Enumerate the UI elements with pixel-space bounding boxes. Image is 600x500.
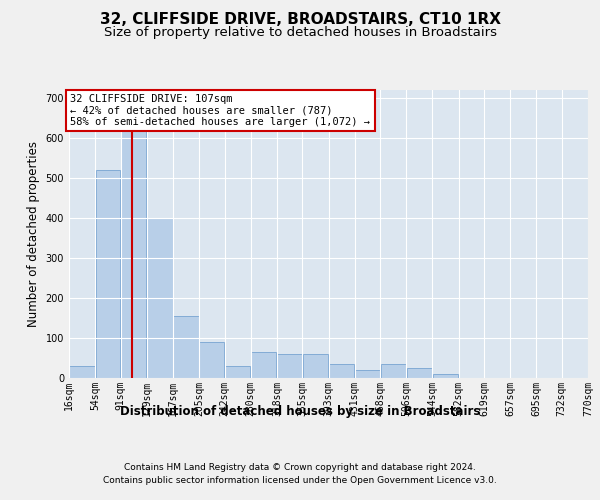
Bar bbox=[225, 366, 250, 378]
Bar bbox=[433, 374, 458, 378]
Bar bbox=[147, 218, 173, 378]
Y-axis label: Number of detached properties: Number of detached properties bbox=[27, 141, 40, 327]
Text: Contains HM Land Registry data © Crown copyright and database right 2024.: Contains HM Land Registry data © Crown c… bbox=[124, 462, 476, 471]
Bar bbox=[407, 368, 432, 378]
Bar bbox=[70, 366, 95, 378]
Text: Distribution of detached houses by size in Broadstairs: Distribution of detached houses by size … bbox=[120, 405, 480, 418]
Bar bbox=[199, 342, 224, 378]
Bar bbox=[380, 364, 406, 378]
Bar bbox=[121, 110, 146, 378]
Bar bbox=[277, 354, 302, 378]
Bar bbox=[173, 316, 199, 378]
Bar bbox=[329, 364, 354, 378]
Text: Contains public sector information licensed under the Open Government Licence v3: Contains public sector information licen… bbox=[103, 476, 497, 485]
Bar bbox=[355, 370, 380, 378]
Bar bbox=[95, 170, 120, 378]
Text: Size of property relative to detached houses in Broadstairs: Size of property relative to detached ho… bbox=[104, 26, 497, 39]
Bar bbox=[251, 352, 277, 378]
Text: 32, CLIFFSIDE DRIVE, BROADSTAIRS, CT10 1RX: 32, CLIFFSIDE DRIVE, BROADSTAIRS, CT10 1… bbox=[100, 12, 500, 28]
Bar bbox=[303, 354, 328, 378]
Text: 32 CLIFFSIDE DRIVE: 107sqm
← 42% of detached houses are smaller (787)
58% of sem: 32 CLIFFSIDE DRIVE: 107sqm ← 42% of deta… bbox=[70, 94, 370, 127]
